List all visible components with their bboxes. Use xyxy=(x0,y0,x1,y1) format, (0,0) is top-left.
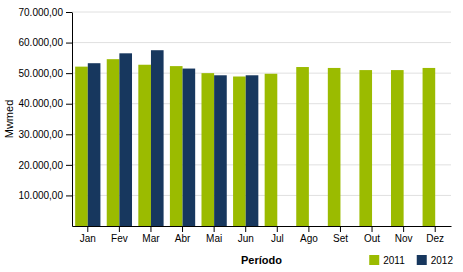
bar xyxy=(359,70,372,226)
bar xyxy=(138,65,151,226)
bar xyxy=(423,68,436,226)
tick-mark xyxy=(308,226,309,232)
bar xyxy=(107,59,120,226)
x-axis: Jan Fev Mar Abr Mai Jun Jul Ago Set Out Nov Dez xyxy=(73,226,452,244)
bar xyxy=(75,67,88,226)
bar xyxy=(328,68,341,226)
bar xyxy=(151,50,164,226)
tick-label: Jul xyxy=(271,233,284,244)
y-tick: 60.000,00 xyxy=(19,37,73,48)
tick-label: Ago xyxy=(300,233,318,244)
tick-label: Jun xyxy=(238,233,254,244)
tick-mark xyxy=(435,226,436,232)
bars xyxy=(75,50,435,226)
axis-line xyxy=(73,226,452,227)
y-axis-title: Mwmed xyxy=(3,100,15,139)
tick-label: Mar xyxy=(142,233,160,244)
tick-mark xyxy=(340,226,341,232)
tick-label: 50.000,00 xyxy=(19,68,64,79)
tick-mark xyxy=(66,104,72,105)
legend-label: 2011 xyxy=(383,255,405,266)
bar xyxy=(265,74,278,226)
bar xyxy=(119,53,132,226)
tick-mark xyxy=(372,226,373,232)
legend: 2011 2012 xyxy=(369,255,453,266)
tick-mark xyxy=(277,226,278,232)
legend-label: 2012 xyxy=(431,255,454,266)
y-tick: 30.000,00 xyxy=(19,129,73,140)
tick-mark xyxy=(87,226,88,232)
bar xyxy=(391,70,404,226)
x-tick: Abr xyxy=(175,226,191,244)
x-axis-title: Período xyxy=(241,254,282,266)
y-tick: 70.000,00 xyxy=(19,7,73,18)
tick-label: Fev xyxy=(111,233,128,244)
tick-mark xyxy=(150,226,151,232)
x-tick: Jul xyxy=(271,226,284,244)
x-tick: Dez xyxy=(426,226,444,244)
x-tick: Out xyxy=(364,226,380,244)
bar xyxy=(88,63,101,226)
tick-mark xyxy=(66,43,72,44)
bar xyxy=(296,67,309,226)
tick-label: Set xyxy=(333,233,348,244)
tick-label: Jan xyxy=(80,233,96,244)
tick-label: Nov xyxy=(395,233,413,244)
tick-mark xyxy=(66,12,72,13)
tick-label: 10.000,00 xyxy=(19,190,64,201)
bar xyxy=(183,69,196,226)
x-tick: Mar xyxy=(142,226,160,244)
x-tick: Ago xyxy=(300,226,318,244)
tick-label: 30.000,00 xyxy=(19,129,64,140)
chart: Jan Fev Mar Abr Mai Jun Jul Ago Set Out Nov Dez 10.0… xyxy=(0,0,463,272)
x-tick: Mai xyxy=(206,226,222,244)
bar xyxy=(214,75,227,226)
x-tick: Jan xyxy=(80,226,96,244)
x-tick: Fev xyxy=(111,226,128,244)
tick-mark xyxy=(245,226,246,232)
bar xyxy=(201,73,214,226)
y-axis: 10.000,00 20.000,00 30.000,00 40.000,00 50.0… xyxy=(19,7,73,227)
grid-line xyxy=(72,42,451,43)
tick-mark xyxy=(66,73,72,74)
grid-line xyxy=(72,12,451,13)
bar xyxy=(233,77,246,226)
tick-label: 70.000,00 xyxy=(19,7,64,18)
series xyxy=(88,50,259,226)
tick-label: Abr xyxy=(175,233,191,244)
y-tick: 50.000,00 xyxy=(19,68,73,79)
x-tick: Nov xyxy=(395,226,413,244)
tick-mark xyxy=(66,134,72,135)
y-tick: 20.000,00 xyxy=(19,160,73,171)
legend-item: 2012 xyxy=(417,255,454,266)
tick-mark xyxy=(403,226,404,232)
legend-swatch xyxy=(369,255,379,265)
legend-item: 2011 xyxy=(369,255,405,266)
tick-label: 20.000,00 xyxy=(19,160,64,171)
tick-mark xyxy=(182,226,183,232)
y-tick: 40.000,00 xyxy=(19,98,73,109)
x-tick: Set xyxy=(333,226,348,244)
y-tick: 10.000,00 xyxy=(19,190,73,201)
legend-swatch xyxy=(417,255,427,265)
tick-label: Dez xyxy=(426,233,444,244)
tick-mark xyxy=(66,165,72,166)
axis-line xyxy=(72,13,73,227)
tick-label: 40.000,00 xyxy=(19,98,64,109)
tick-label: 60.000,00 xyxy=(19,37,64,48)
tick-mark xyxy=(66,195,72,196)
tick-mark xyxy=(214,226,215,232)
bar xyxy=(246,75,259,226)
bar xyxy=(170,66,183,226)
x-tick: Jun xyxy=(238,226,254,244)
plot: Jan Fev Mar Abr Mai Jun Jul Ago Set Out Nov Dez 10.0… xyxy=(19,7,452,244)
tick-label: Out xyxy=(364,233,380,244)
tick-label: Mai xyxy=(206,233,222,244)
tick-mark xyxy=(119,226,120,232)
